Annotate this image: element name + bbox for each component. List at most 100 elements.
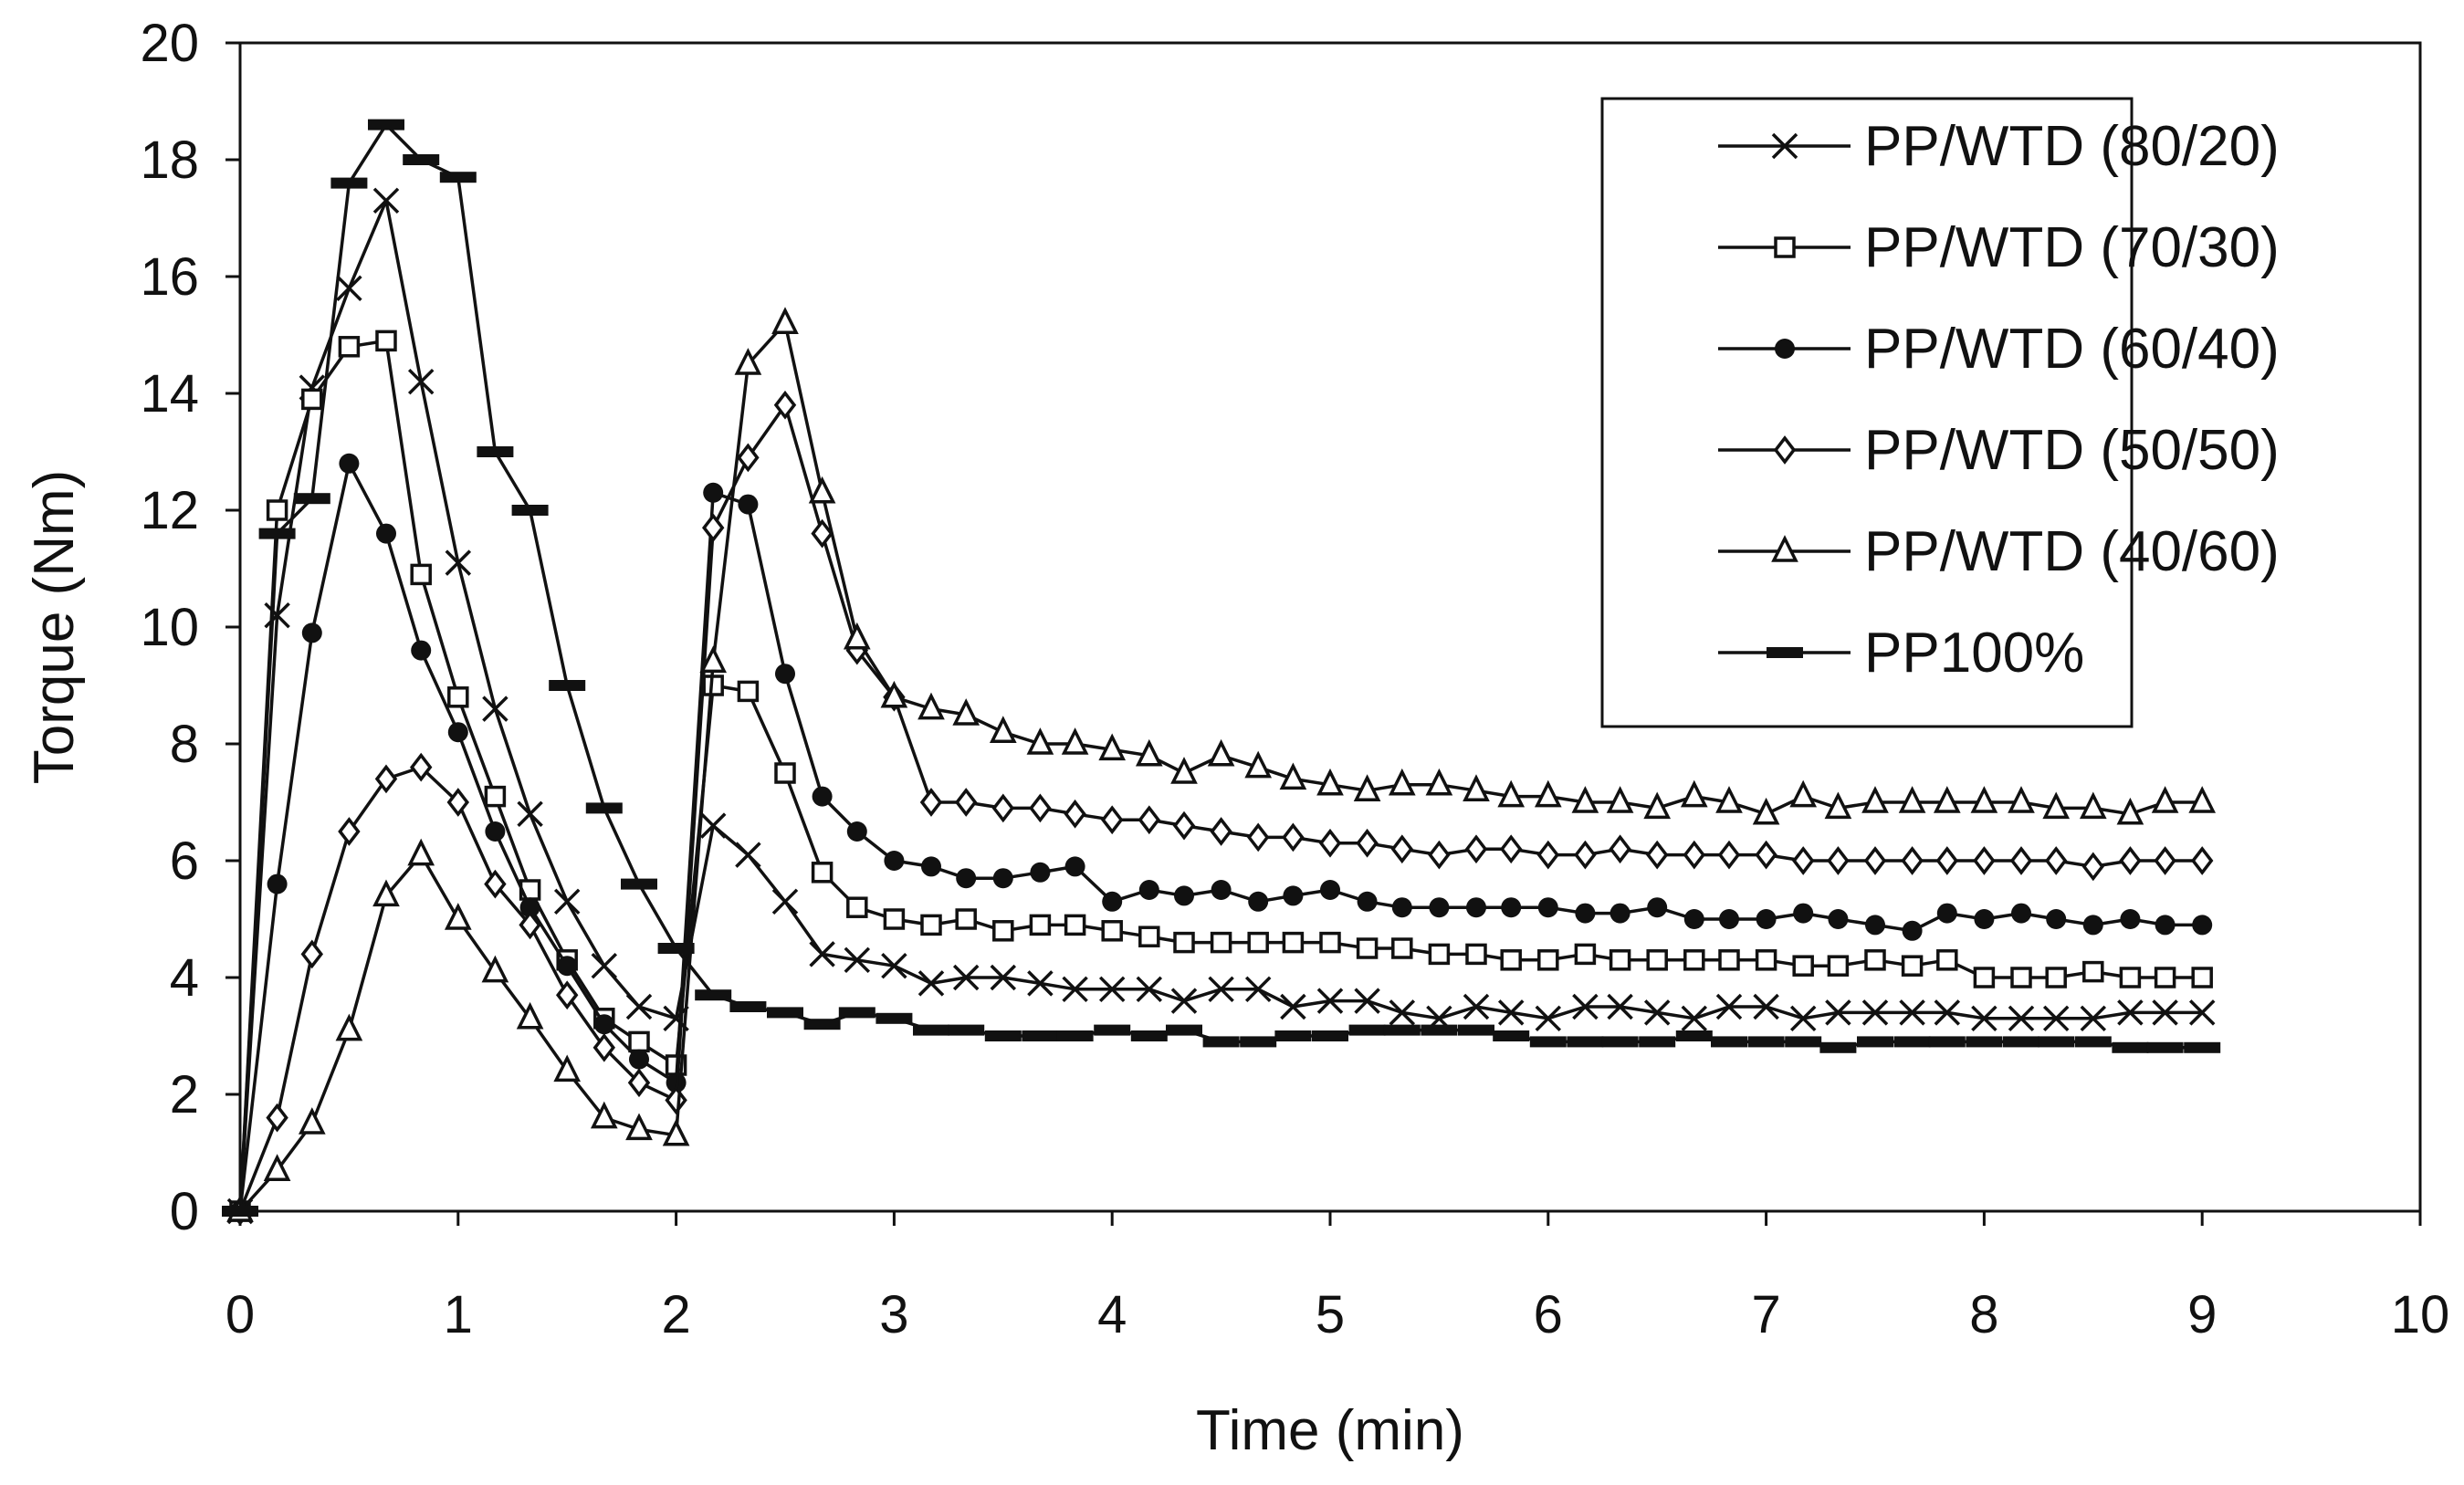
y-tick-label: 10 <box>140 598 199 657</box>
data-point <box>1248 891 1269 912</box>
data-point <box>293 493 330 505</box>
data-point <box>695 989 732 1001</box>
data-point <box>2190 846 2214 875</box>
data-point <box>919 788 943 817</box>
data-point <box>699 645 728 674</box>
data-point <box>267 873 288 894</box>
data-point <box>1457 1024 1494 1036</box>
x-tick-label: 10 <box>2391 1285 2450 1344</box>
data-point <box>1827 846 1850 875</box>
data-point <box>258 528 296 539</box>
data-point <box>1899 999 1925 1026</box>
data-point <box>1537 897 1558 918</box>
data-point <box>553 1054 582 1082</box>
data-point <box>1683 840 1706 870</box>
data-point <box>876 1012 913 1024</box>
data-point <box>2155 915 2176 936</box>
data-point <box>1383 1024 1421 1036</box>
data-point <box>954 788 978 817</box>
series-2 <box>230 453 2213 1221</box>
data-point <box>1356 937 1379 959</box>
data-point <box>338 817 361 846</box>
data-point <box>482 695 509 722</box>
data-point <box>593 1014 614 1035</box>
data-point <box>1756 909 1777 929</box>
data-point <box>2042 791 2071 820</box>
data-point <box>920 914 942 936</box>
data-point <box>2191 967 2213 988</box>
data-point <box>1061 727 1089 755</box>
data-point <box>375 523 396 544</box>
x-tick-label: 7 <box>1751 1285 1780 1344</box>
data-point <box>956 868 977 889</box>
data-point <box>411 640 432 661</box>
data-point <box>2081 852 2105 882</box>
data-point <box>2192 915 2213 936</box>
x-tick-label: 9 <box>2187 1285 2217 1344</box>
legend-label: PP100% <box>1864 622 2084 685</box>
data-point <box>2008 786 2035 813</box>
y-tick-label: 18 <box>140 131 199 190</box>
data-point <box>1861 786 1889 813</box>
data-point <box>948 1024 985 1036</box>
y-tick-label: 6 <box>170 831 199 891</box>
data-point <box>1928 1036 1966 1048</box>
data-point <box>484 785 507 808</box>
data-point <box>767 1007 803 1019</box>
data-point <box>1354 988 1380 1014</box>
data-point <box>991 793 1015 823</box>
data-point <box>2120 909 2141 929</box>
data-point <box>1824 791 1852 820</box>
data-point <box>403 154 440 165</box>
data-point <box>955 908 977 930</box>
data-point <box>1240 1036 1277 1048</box>
legend-label: PP/WTD (50/50) <box>1864 419 2280 482</box>
data-point <box>1966 1036 2003 1048</box>
y-axis-title: Torque (Nm) <box>23 470 86 785</box>
data-point <box>335 1013 363 1041</box>
data-point <box>1130 1030 1168 1041</box>
data-point <box>1174 885 1195 906</box>
data-point <box>990 964 1017 991</box>
data-point <box>1717 840 1741 870</box>
data-point <box>2038 1036 2075 1048</box>
data-point <box>336 275 362 302</box>
data-point <box>1901 846 1924 875</box>
data-point <box>1356 828 1379 858</box>
data-point <box>737 680 760 703</box>
data-point <box>2002 1036 2039 1048</box>
data-point <box>367 119 404 131</box>
data-point <box>1135 738 1163 767</box>
data-point <box>447 722 468 743</box>
data-point <box>1933 786 1961 813</box>
data-point <box>266 1103 288 1133</box>
data-point <box>1609 903 1630 924</box>
data-point <box>511 505 549 516</box>
x-tick-label: 5 <box>1316 1285 1345 1344</box>
series-5 <box>222 119 2221 1217</box>
legend-swatch-marker <box>1775 339 1795 359</box>
data-point <box>2119 967 2142 988</box>
data-point <box>375 329 397 352</box>
data-point <box>2042 1005 2070 1032</box>
data-point <box>1210 817 1232 846</box>
data-point <box>1607 993 1633 1020</box>
data-point <box>1936 949 1958 971</box>
data-point <box>519 897 540 918</box>
legend-label: PP/WTD (70/30) <box>1864 216 2280 279</box>
data-point <box>1138 805 1161 835</box>
data-point <box>1719 909 1740 929</box>
data-point <box>1026 727 1054 755</box>
data-point <box>1282 931 1305 954</box>
data-point <box>1102 891 1123 912</box>
data-point <box>585 802 623 814</box>
data-point <box>1572 993 1599 1020</box>
data-point <box>1643 791 1672 820</box>
data-point <box>846 896 868 918</box>
data-point <box>372 187 400 214</box>
data-point <box>1173 931 1195 954</box>
data-point <box>625 1113 653 1141</box>
data-point <box>1465 943 1487 966</box>
data-point <box>1753 993 1779 1020</box>
legend-label: PP/WTD (40/60) <box>1864 520 2280 583</box>
